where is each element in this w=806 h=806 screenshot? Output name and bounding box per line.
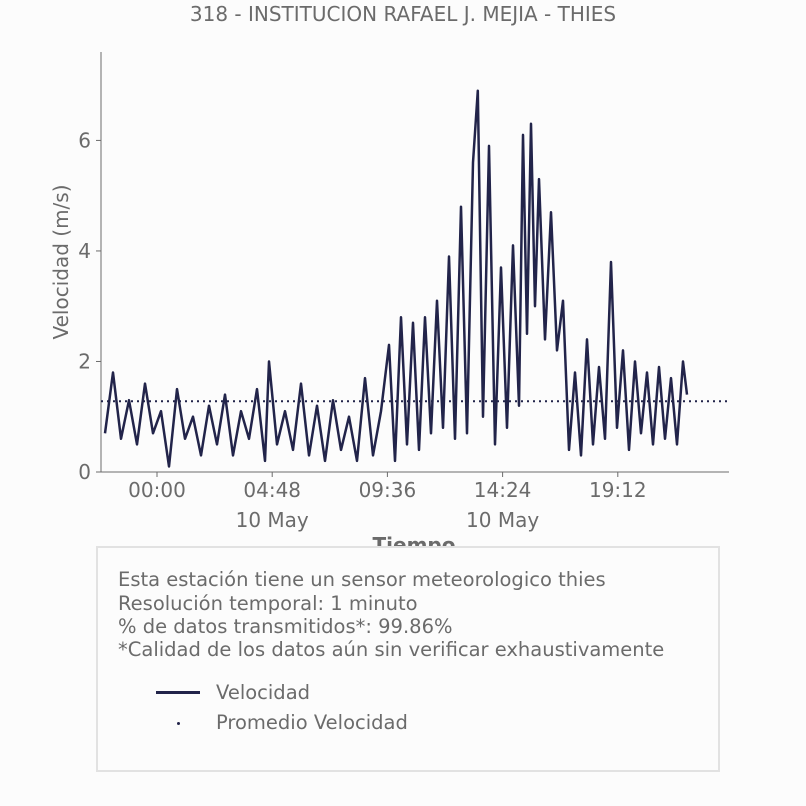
temporal-resolution-text: Resolución temporal: 1 minuto: [118, 592, 418, 615]
y-tick-label: 4: [78, 239, 91, 263]
x-tick-label: 19:12: [589, 478, 647, 502]
chart-series: [101, 89, 729, 468]
x-ticks: 00:00 04:48 10 May 09:36 14:24 10 May 19:12: [128, 472, 647, 532]
station-sensor-text: Esta estación tiene un sensor meteorolog…: [118, 568, 606, 591]
y-tick-label: 6: [78, 128, 91, 152]
x-tick-label: 14:24: [474, 478, 532, 502]
x-tick-date-label: 10 May: [466, 508, 539, 532]
velocity-chart: 0 2 4 6 00:00 04:48 10 May 09:36 14:24 10 May 19:…: [49, 52, 729, 557]
chart-title: 318 - INSTITUCION RAFAEL J. MEJIA - THIE…: [189, 2, 617, 26]
legend-velocidad-label: Velocidad: [216, 681, 311, 704]
info-legend-box: Esta estación tiene un sensor meteorolog…: [96, 546, 720, 772]
y-axis-label: Velocidad (m/s): [49, 184, 73, 339]
legend-velocidad-swatch: [156, 691, 200, 694]
chart-axes: [100, 52, 729, 473]
x-tick-label: 09:36: [359, 478, 417, 502]
data-quality-note: *Calidad de los datos aún sin verificar …: [118, 638, 665, 661]
series-velocidad: [103, 89, 689, 468]
x-tick-label: 00:00: [128, 478, 186, 502]
y-ticks: 0 2 4 6: [78, 128, 101, 484]
legend-promedio-swatch: [177, 722, 180, 725]
x-tick-date-label: 10 May: [236, 508, 309, 532]
y-tick-label: 2: [78, 349, 91, 373]
y-tick-label: 0: [78, 460, 91, 484]
legend-promedio-label: Promedio Velocidad: [216, 711, 408, 734]
data-transmitted-text: % de datos transmitidos*: 99.86%: [118, 615, 453, 638]
x-tick-label: 04:48: [243, 478, 301, 502]
